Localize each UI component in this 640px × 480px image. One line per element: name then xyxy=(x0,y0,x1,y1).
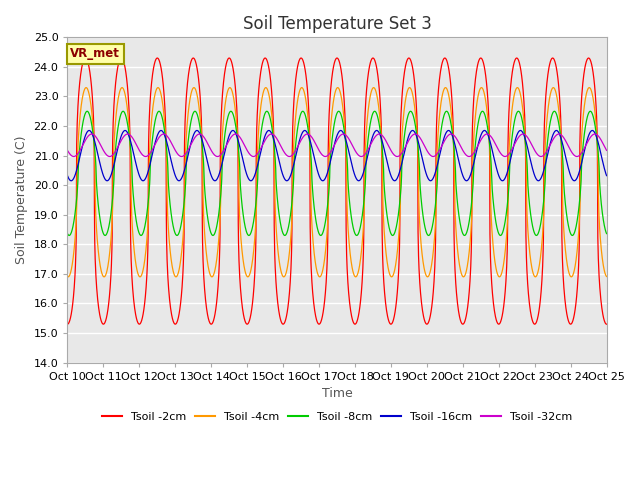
Line: Tsoil -32cm: Tsoil -32cm xyxy=(67,134,607,156)
Tsoil -4cm xyxy=(494,272,502,278)
Tsoil -4cm xyxy=(364,108,372,114)
Tsoil -32cm xyxy=(365,145,372,151)
Tsoil -2cm xyxy=(556,88,563,94)
Tsoil -16cm xyxy=(214,175,221,180)
Tsoil -4cm xyxy=(460,274,467,280)
Tsoil -8cm xyxy=(532,233,540,239)
Tsoil -16cm xyxy=(570,178,578,184)
Tsoil -32cm xyxy=(556,131,563,137)
Y-axis label: Soil Temperature (C): Soil Temperature (C) xyxy=(15,136,28,264)
Tsoil -32cm xyxy=(214,154,222,159)
Tsoil -2cm xyxy=(570,313,578,319)
Tsoil -32cm xyxy=(570,153,578,158)
Line: Tsoil -4cm: Tsoil -4cm xyxy=(67,88,607,277)
Tsoil -8cm xyxy=(214,217,221,223)
Line: Tsoil -2cm: Tsoil -2cm xyxy=(67,58,607,324)
Tsoil -4cm xyxy=(477,85,485,91)
Tsoil -32cm xyxy=(160,131,168,137)
Tsoil -2cm xyxy=(63,321,71,327)
Tsoil -16cm xyxy=(493,169,501,175)
Tsoil -32cm xyxy=(63,147,71,153)
Tsoil -2cm xyxy=(603,321,611,327)
Tsoil -8cm xyxy=(570,230,578,236)
Tsoil -8cm xyxy=(364,136,372,142)
Line: Tsoil -8cm: Tsoil -8cm xyxy=(67,111,607,236)
Tsoil -8cm xyxy=(353,232,360,238)
Tsoil -4cm xyxy=(214,247,221,253)
Tsoil -8cm xyxy=(556,124,563,130)
Legend: Tsoil -2cm, Tsoil -4cm, Tsoil -8cm, Tsoil -16cm, Tsoil -32cm: Tsoil -2cm, Tsoil -4cm, Tsoil -8cm, Tsoi… xyxy=(97,407,577,426)
Tsoil -8cm xyxy=(550,108,558,114)
Tsoil -32cm xyxy=(494,146,502,152)
Tsoil -4cm xyxy=(63,274,71,279)
Tsoil -16cm xyxy=(552,128,560,133)
Line: Tsoil -16cm: Tsoil -16cm xyxy=(67,131,607,181)
Tsoil -2cm xyxy=(353,320,360,325)
X-axis label: Time: Time xyxy=(322,387,353,400)
Tsoil -8cm xyxy=(493,227,501,233)
Tsoil -16cm xyxy=(63,173,71,179)
Tsoil -4cm xyxy=(603,274,611,279)
Tsoil -16cm xyxy=(603,173,611,179)
Tsoil -8cm xyxy=(63,231,71,237)
Tsoil -32cm xyxy=(603,147,611,153)
Tsoil -2cm xyxy=(81,55,89,61)
Tsoil -8cm xyxy=(603,231,611,237)
Title: Soil Temperature Set 3: Soil Temperature Set 3 xyxy=(243,15,431,33)
Tsoil -4cm xyxy=(556,113,563,119)
Tsoil -2cm xyxy=(365,71,372,76)
Text: VR_met: VR_met xyxy=(70,47,120,60)
Tsoil -16cm xyxy=(364,151,372,156)
Tsoil -16cm xyxy=(556,131,563,137)
Tsoil -16cm xyxy=(353,176,360,181)
Tsoil -2cm xyxy=(494,321,502,326)
Tsoil -4cm xyxy=(570,267,578,273)
Tsoil -32cm xyxy=(178,154,186,159)
Tsoil -32cm xyxy=(353,150,361,156)
Tsoil -16cm xyxy=(534,178,542,184)
Tsoil -4cm xyxy=(353,274,360,279)
Tsoil -2cm xyxy=(214,284,222,289)
